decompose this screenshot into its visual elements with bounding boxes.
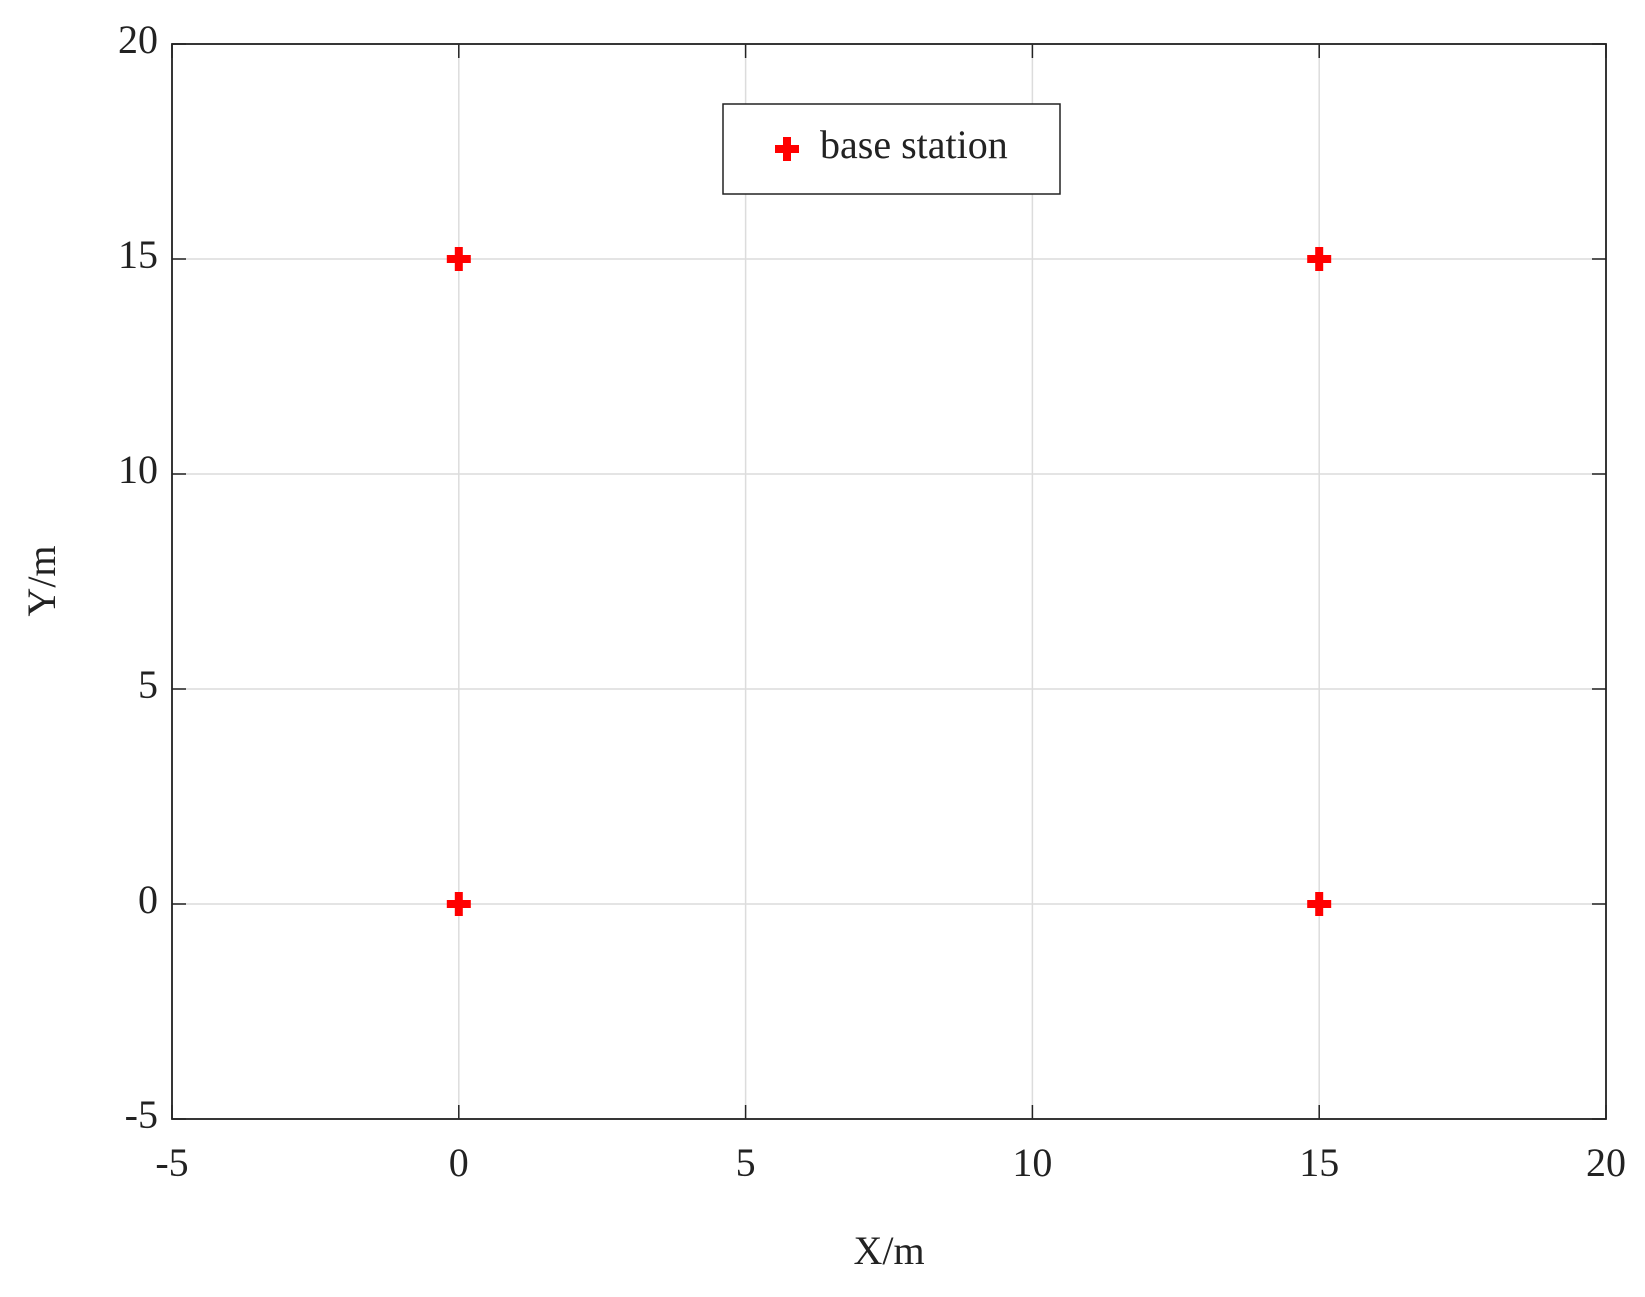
x-tick-label: 0	[449, 1140, 469, 1185]
x-tick-label: 15	[1299, 1140, 1339, 1185]
y-tick-label: -5	[125, 1092, 158, 1137]
x-tick-label: 20	[1586, 1140, 1626, 1185]
plot-area	[172, 44, 1606, 1119]
marker-part	[454, 892, 463, 916]
x-tick-label: 5	[736, 1140, 756, 1185]
point	[1307, 892, 1332, 916]
marker-part	[1315, 247, 1324, 271]
y-axis-label: Y/m	[19, 545, 64, 616]
point	[1307, 247, 1332, 271]
marker-part	[783, 137, 791, 161]
y-tick-label: 15	[118, 232, 158, 277]
legend-label: base station	[820, 122, 1008, 167]
y-tick-label: 10	[118, 447, 158, 492]
x-tick-label: 10	[1012, 1140, 1052, 1185]
x-axis-label: X/m	[853, 1228, 924, 1273]
x-tick-label: -5	[155, 1140, 188, 1185]
y-tick-label: 0	[138, 877, 158, 922]
marker-part	[454, 247, 463, 271]
y-tick-label: 5	[138, 662, 158, 707]
point	[446, 247, 471, 271]
y-tick-label: 20	[118, 17, 158, 62]
point	[446, 892, 471, 916]
marker-part	[1315, 892, 1324, 916]
legend-marker	[775, 137, 799, 161]
plot-frame	[171, 43, 1607, 1120]
